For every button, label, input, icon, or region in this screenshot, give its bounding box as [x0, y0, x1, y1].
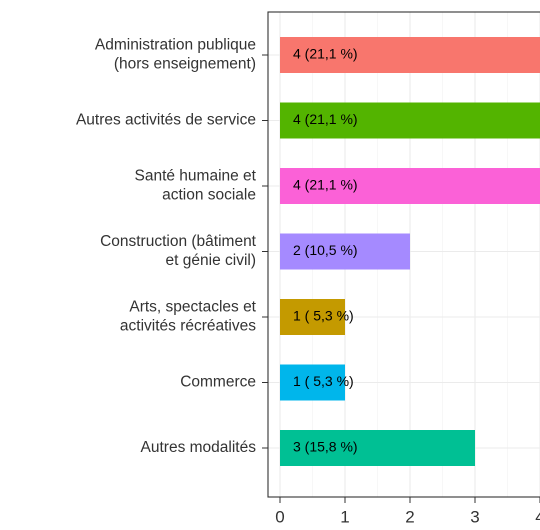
x-tick-label: 3 [470, 507, 479, 526]
x-tick-label: 4 [535, 507, 540, 526]
bar [280, 233, 410, 270]
y-tick-label: Construction (bâtiment et génie civil) [100, 233, 257, 269]
y-tick-label: Commerce [180, 374, 256, 391]
y-tick-label: Santé humaine et action sociale [134, 168, 256, 204]
bar [280, 364, 345, 401]
y-tick-label-line: Santé humaine et [134, 168, 256, 185]
y-tick-label-line: action sociale [162, 187, 256, 204]
bar [280, 37, 540, 73]
x-tick-label: 2 [405, 507, 414, 526]
y-tick-label-line: (hors enseignement) [114, 56, 256, 73]
value-label: 4 (21,1 %) [293, 46, 358, 62]
y-tick-label-line: Autres modalités [141, 439, 257, 456]
value-label: 2 (10,5 %) [293, 242, 358, 258]
y-tick-label: Autres activités de service [76, 112, 256, 129]
bar [280, 299, 345, 335]
value-label: 4 (21,1 %) [293, 177, 358, 193]
y-tick-label-line: et génie civil) [166, 252, 256, 269]
value-label: 1 ( 5,3 %) [293, 373, 354, 389]
y-tick-label-line: Commerce [180, 374, 256, 391]
bar [280, 168, 540, 204]
x-tick-label: 0 [275, 507, 284, 526]
y-tick-label-line: Construction (bâtiment [100, 233, 257, 250]
panel-border [267, 11, 540, 498]
y-tick-label-line: Autres activités de service [76, 112, 256, 129]
y-tick-label-line: activités récréatives [120, 318, 256, 335]
y-tick-label-line: Administration publique [95, 37, 256, 54]
bar [280, 102, 540, 139]
y-tick-label: Autres modalités [141, 439, 257, 456]
value-label: 1 ( 5,3 %) [293, 308, 354, 324]
y-tick-label-line: Arts, spectacles et [129, 299, 256, 316]
bar [280, 430, 475, 466]
value-label: 3 (15,8 %) [293, 439, 358, 455]
value-label: 4 (21,1 %) [293, 111, 358, 127]
y-tick-label: Administration publique (hors enseignemen… [95, 37, 256, 73]
y-tick-label: Arts, spectacles et activités récréatives [120, 299, 257, 335]
x-tick-label: 1 [340, 507, 349, 526]
